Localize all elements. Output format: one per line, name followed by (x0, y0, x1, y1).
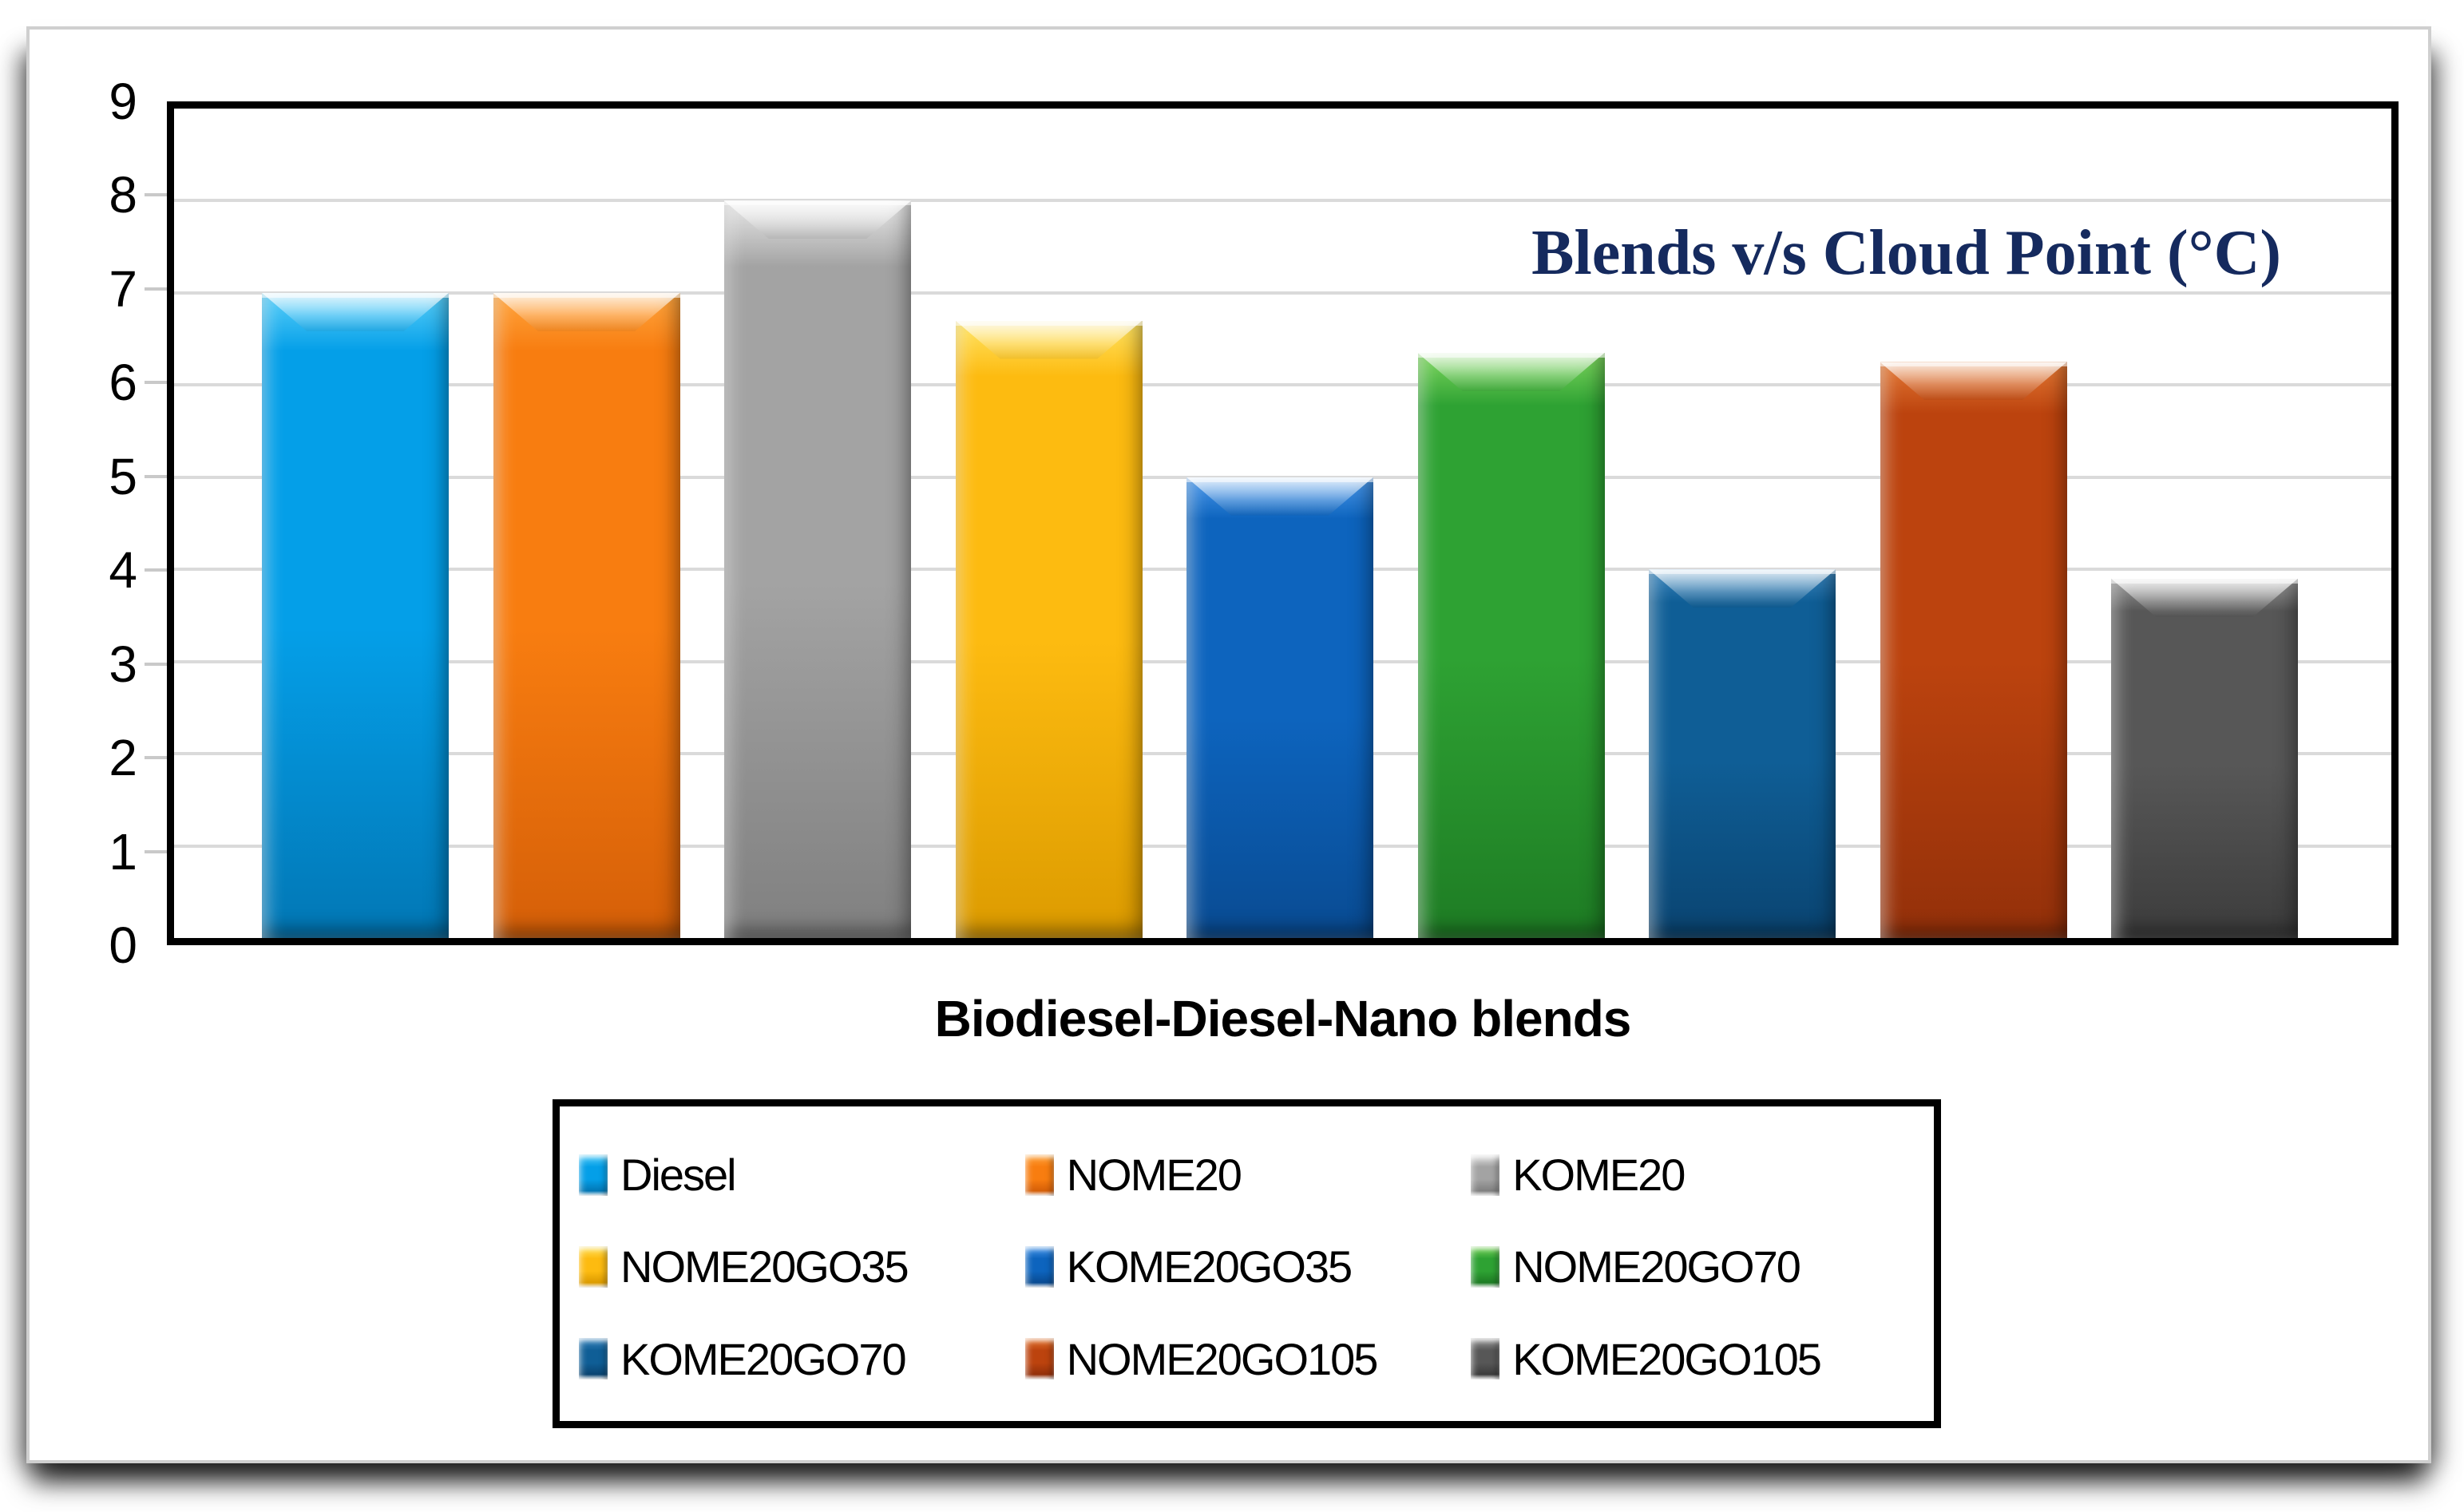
y-axis-tick-mark (145, 287, 168, 291)
y-axis-tick-mark (145, 568, 168, 572)
legend-item-nome20go105: NOME20GO105 (1024, 1333, 1379, 1385)
plot-area: Blends v/s Cloud Point (°C) (167, 101, 2399, 945)
y-axis-tick-mark (145, 474, 168, 478)
y-axis-tick-label: 3 (109, 635, 137, 693)
legend-label: NOME20GO35 (620, 1241, 909, 1292)
legend-swatch-icon (1471, 1338, 1500, 1380)
y-axis-tick-label: 8 (109, 166, 137, 224)
y-axis-tick-label: 7 (109, 259, 137, 318)
gridline (174, 291, 2391, 295)
legend-item-nome20go35: NOME20GO35 (579, 1241, 909, 1292)
legend-swatch-icon (1471, 1245, 1500, 1288)
bar-nome20go70 (1417, 352, 1605, 938)
legend-swatch-icon (1471, 1154, 1500, 1196)
y-axis-tick-label: 4 (109, 541, 137, 600)
legend-swatch-icon (579, 1338, 608, 1380)
legend-label: NOME20GO70 (1512, 1241, 1801, 1292)
legend-label: NOME20GO105 (1066, 1333, 1379, 1384)
y-axis-tick-mark (145, 756, 168, 760)
legend-item-kome20go35: KOME20GO35 (1024, 1241, 1353, 1292)
chart-frame: 0 1 2 3 4 5 6 7 8 9 Blends v/s Cloud Point (°C) B… (26, 26, 2431, 1463)
bar-kome20 (724, 200, 911, 938)
legend-swatch-icon (579, 1154, 608, 1196)
legend-item-kome20go105: KOME20GO105 (1471, 1333, 1822, 1385)
bar-kome20go105 (2111, 578, 2298, 938)
y-axis-tick-mark (145, 849, 168, 853)
y-axis-tick-marks (145, 101, 168, 945)
legend-item-kome20: KOME20 (1471, 1149, 1686, 1201)
legend-label: KOME20GO105 (1512, 1333, 1822, 1384)
legend-label: KOME20 (1512, 1150, 1686, 1201)
y-axis-tick-label: 1 (109, 822, 137, 881)
gridline (174, 199, 2391, 203)
bar-kome20go70 (1649, 569, 1836, 938)
legend-swatch-icon (1024, 1338, 1054, 1380)
y-axis-tick-label: 9 (109, 73, 137, 130)
y-axis-tick-mark (145, 662, 168, 666)
legend: Diesel NOME20 KOME20 NOME20GO35 KOME20GO… (553, 1099, 1941, 1428)
chart-title: Blends v/s Cloud Point (°C) (1531, 218, 2281, 288)
legend-label: KOME20GO35 (1066, 1241, 1353, 1292)
bar-nome20 (493, 292, 680, 938)
y-axis-tick-label: 5 (109, 447, 137, 505)
y-axis-tick-mark (145, 381, 168, 385)
legend-swatch-icon (1024, 1154, 1054, 1196)
y-axis-tick-label: 0 (109, 916, 137, 974)
legend-label: KOME20GO70 (620, 1333, 907, 1384)
bar-kome20go35 (1186, 477, 1373, 938)
legend-label: Diesel (620, 1150, 737, 1201)
legend-item-kome20go70: KOME20GO70 (579, 1333, 907, 1385)
gridline (174, 383, 2391, 387)
legend-label: NOME20 (1066, 1150, 1242, 1201)
bar-diesel (262, 292, 449, 938)
legend-item-diesel: Diesel (579, 1149, 737, 1201)
legend-swatch-icon (579, 1245, 608, 1288)
x-axis-title: Biodiesel-Diesel-Nano blends (934, 990, 1632, 1047)
y-axis-tick-label: 6 (109, 354, 137, 412)
y-axis-tick-mark (145, 193, 168, 197)
legend-item-nome20: NOME20 (1024, 1149, 1242, 1201)
legend-swatch-icon (1024, 1245, 1054, 1288)
y-axis-tick-labels: 0 1 2 3 4 5 6 7 8 9 (30, 73, 141, 974)
y-axis-tick-label: 2 (109, 729, 137, 787)
bar-nome20go105 (1880, 362, 2067, 938)
legend-item-nome20go70: NOME20GO70 (1471, 1241, 1801, 1292)
bar-nome20go35 (955, 320, 1143, 938)
bars-row (174, 109, 2391, 938)
